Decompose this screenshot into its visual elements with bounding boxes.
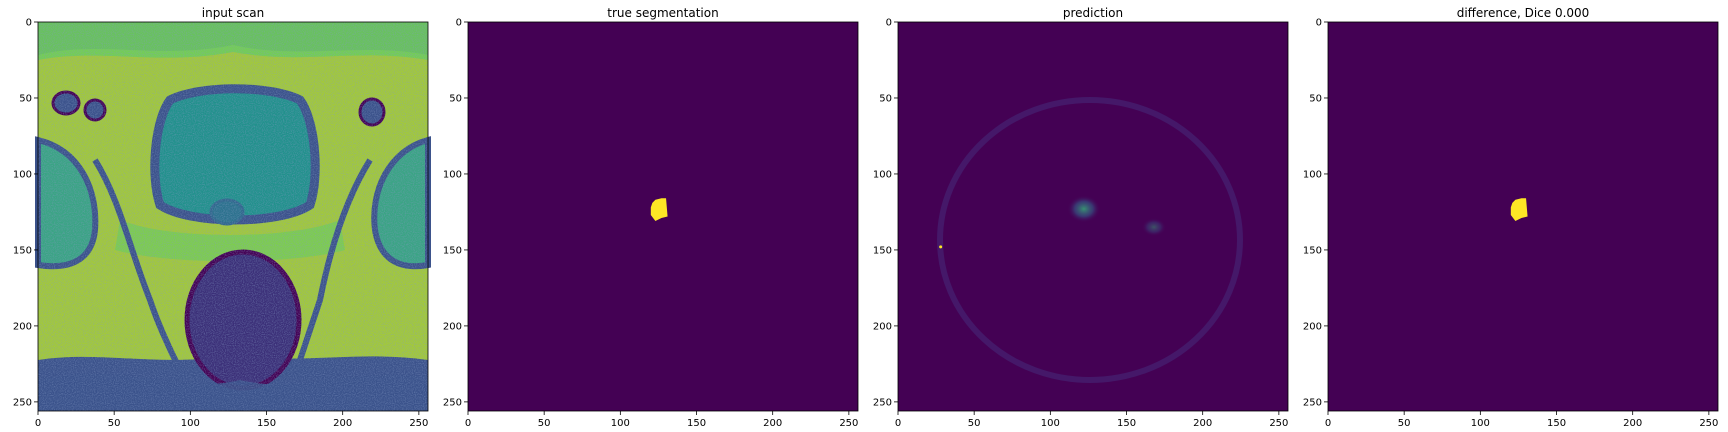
x-tick-label: 150 <box>687 418 706 429</box>
difference-mask <box>1510 198 1528 222</box>
x-tick-label: 250 <box>409 418 428 429</box>
x-tick-label: 50 <box>538 418 551 429</box>
x-tick-label: 50 <box>968 418 981 429</box>
x-tick-label: 150 <box>1547 418 1566 429</box>
prediction-faint-ring <box>937 97 1243 383</box>
y-tick-label: 150 <box>1303 245 1322 256</box>
x-tick-label: 200 <box>763 418 782 429</box>
y-tick-label: 50 <box>449 93 462 104</box>
x-tick-label: 100 <box>611 418 630 429</box>
y-tick-label: 250 <box>13 397 32 408</box>
x-tick-label: 0 <box>1325 418 1331 429</box>
prediction-hotspot <box>1141 218 1167 237</box>
x-tick-label: 0 <box>465 418 471 429</box>
y-tick-label: 0 <box>26 18 32 29</box>
panel-difference: difference, Dice 0.000 0 50 100 150 200 25005… <box>1303 6 1719 429</box>
y-tick-label: 50 <box>1309 93 1322 104</box>
x-tick-label: 150 <box>1117 418 1136 429</box>
y-tick-label: 250 <box>873 397 892 408</box>
y-tick-label: 100 <box>873 169 892 180</box>
y-tick-label: 0 <box>886 18 892 29</box>
segmentation-mask <box>650 198 668 222</box>
y-tick-label: 100 <box>443 169 462 180</box>
axes-frame <box>897 21 1289 412</box>
panel-title: prediction <box>1063 6 1123 20</box>
y-tick-label: 100 <box>13 169 32 180</box>
panel-input-scan: input scan 0 50 100 150 200 25005010015020025… <box>13 6 431 430</box>
y-tick-label: 0 <box>456 18 462 29</box>
x-tick-label: 0 <box>35 418 41 429</box>
panel-true-segmentation: true segmentation 0 50 100 150 200 2500501001… <box>443 6 859 429</box>
y-tick-label: 150 <box>13 245 32 256</box>
y-tick-label: 150 <box>443 245 462 256</box>
scan-noise-texture <box>38 22 428 411</box>
y-tick-label: 200 <box>443 321 462 332</box>
panel-title: difference, Dice 0.000 <box>1457 6 1590 20</box>
x-tick-label: 150 <box>257 418 276 429</box>
x-tick-label: 100 <box>1471 418 1490 429</box>
y-tick-label: 50 <box>19 93 32 104</box>
y-tick-label: 0 <box>1316 18 1322 29</box>
y-tick-label: 50 <box>879 93 892 104</box>
prediction-hotspot <box>939 245 943 249</box>
y-tick-label: 200 <box>1303 321 1322 332</box>
x-tick-label: 250 <box>1699 418 1718 429</box>
y-tick-label: 150 <box>873 245 892 256</box>
y-tick-label: 250 <box>1303 397 1322 408</box>
y-tick-label: 200 <box>873 321 892 332</box>
x-tick-label: 100 <box>181 418 200 429</box>
panel-title: true segmentation <box>607 6 718 20</box>
x-tick-label: 250 <box>1269 418 1288 429</box>
axes-frame <box>1327 21 1719 412</box>
panel-prediction: prediction 0 50 100 150 200 25005010015020025… <box>873 6 1289 429</box>
mri-image <box>35 22 431 411</box>
x-tick-label: 50 <box>108 418 121 429</box>
axes-frame <box>37 21 429 412</box>
x-tick-label: 200 <box>1193 418 1212 429</box>
prediction-hotspot <box>1067 195 1101 223</box>
x-tick-label: 250 <box>839 418 858 429</box>
x-tick-label: 200 <box>1623 418 1642 429</box>
y-tick-label: 250 <box>443 397 462 408</box>
x-tick-label: 100 <box>1041 418 1060 429</box>
y-tick-label: 200 <box>13 321 32 332</box>
x-tick-label: 50 <box>1398 418 1411 429</box>
x-tick-label: 0 <box>895 418 901 429</box>
prediction-hotspots <box>939 195 1167 249</box>
panel-title: input scan <box>202 6 265 20</box>
x-tick-label: 200 <box>333 418 352 429</box>
y-tick-label: 100 <box>1303 169 1322 180</box>
axes-frame <box>467 21 859 412</box>
